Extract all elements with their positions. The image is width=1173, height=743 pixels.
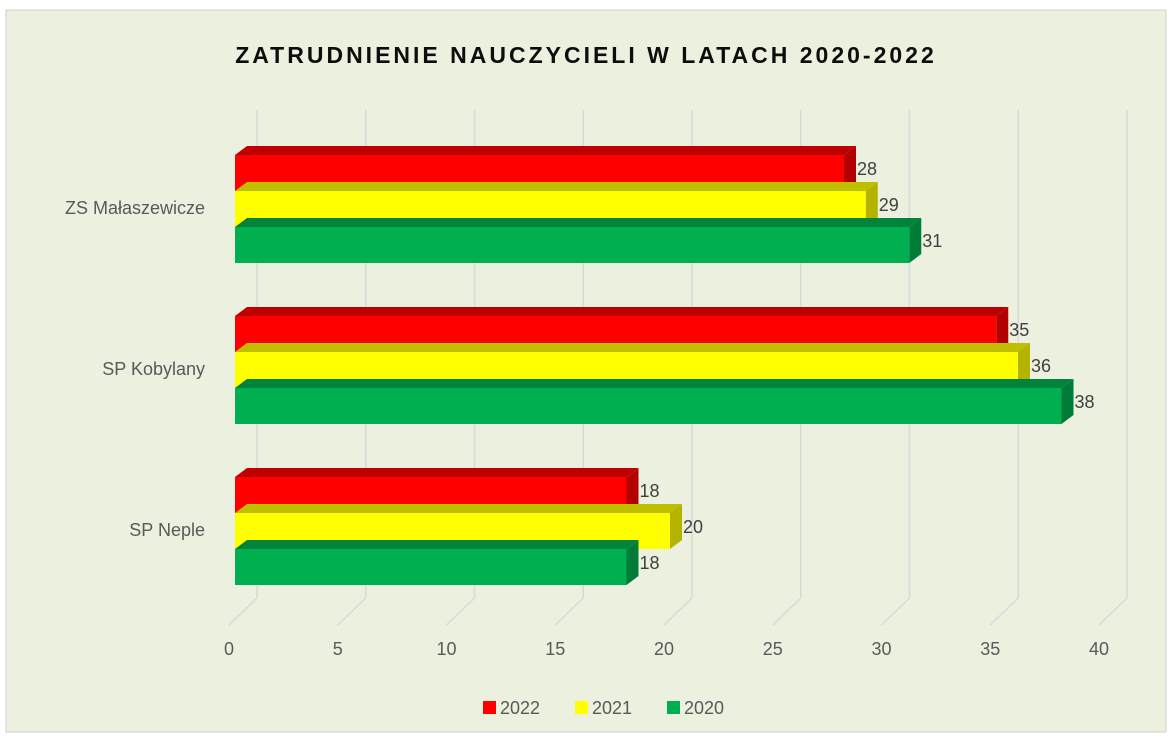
floor-grid-line [1098, 597, 1128, 626]
bar-top [235, 540, 639, 549]
bar [235, 388, 1062, 424]
bar-top [235, 504, 682, 513]
x-tick-label: 5 [333, 639, 343, 659]
legend-label: 2022 [500, 698, 540, 718]
y-tick-label: SP Kobylany [102, 359, 205, 379]
legend-swatch [575, 701, 588, 714]
floor-grid-line [337, 597, 367, 626]
bar-top [235, 343, 1030, 352]
bar-top [235, 468, 639, 477]
data-label: 29 [879, 195, 899, 215]
bar-side [996, 307, 1009, 352]
legend-swatch [483, 701, 496, 714]
legend-label: 2021 [592, 698, 632, 718]
bar-side [1018, 343, 1030, 388]
legend-label: 2020 [684, 698, 724, 718]
bar-top [235, 307, 1009, 316]
x-tick-label: 10 [436, 639, 456, 659]
data-label: 38 [1075, 392, 1095, 412]
legend-swatch [667, 701, 680, 714]
floor-grid-line [989, 597, 1019, 626]
x-tick-label: 25 [763, 639, 783, 659]
bar-side [844, 146, 856, 191]
data-label: 35 [1009, 320, 1029, 340]
floor-grid-line [445, 597, 476, 626]
bar-side [909, 218, 922, 263]
bar-side [626, 468, 639, 513]
data-label: 20 [683, 517, 703, 537]
bar-top [235, 182, 878, 191]
x-tick-label: 20 [654, 639, 674, 659]
floor-grid-line [554, 597, 584, 626]
x-tick-label: 0 [224, 639, 234, 659]
floor-grid-line [228, 597, 258, 626]
bar-top [235, 379, 1074, 388]
bar-top [235, 218, 922, 227]
bar [235, 227, 910, 263]
y-tick-label: ZS Małaszewicze [65, 198, 205, 218]
data-label: 28 [857, 159, 877, 179]
bar-top [235, 146, 856, 155]
x-tick-label: 40 [1089, 639, 1109, 659]
bar-side [626, 540, 639, 585]
data-label: 18 [640, 553, 660, 573]
floor-grid-line [663, 597, 693, 626]
x-tick-label: 15 [545, 639, 565, 659]
x-tick-label: 35 [980, 639, 1000, 659]
bar-side [1061, 379, 1074, 424]
y-tick-label: SP Neple [129, 520, 205, 540]
floor-grid-line [880, 597, 911, 626]
chart-title: ZATRUDNIENIE NAUCZYCIELI W LATACH 2020-2… [235, 42, 937, 68]
data-label: 36 [1031, 356, 1051, 376]
bar-side [670, 504, 682, 549]
x-tick-label: 30 [871, 639, 891, 659]
floor-grid-line [772, 597, 802, 626]
bar [235, 549, 627, 585]
data-label: 31 [922, 231, 942, 251]
data-label: 18 [640, 481, 660, 501]
bar-side [865, 182, 878, 227]
